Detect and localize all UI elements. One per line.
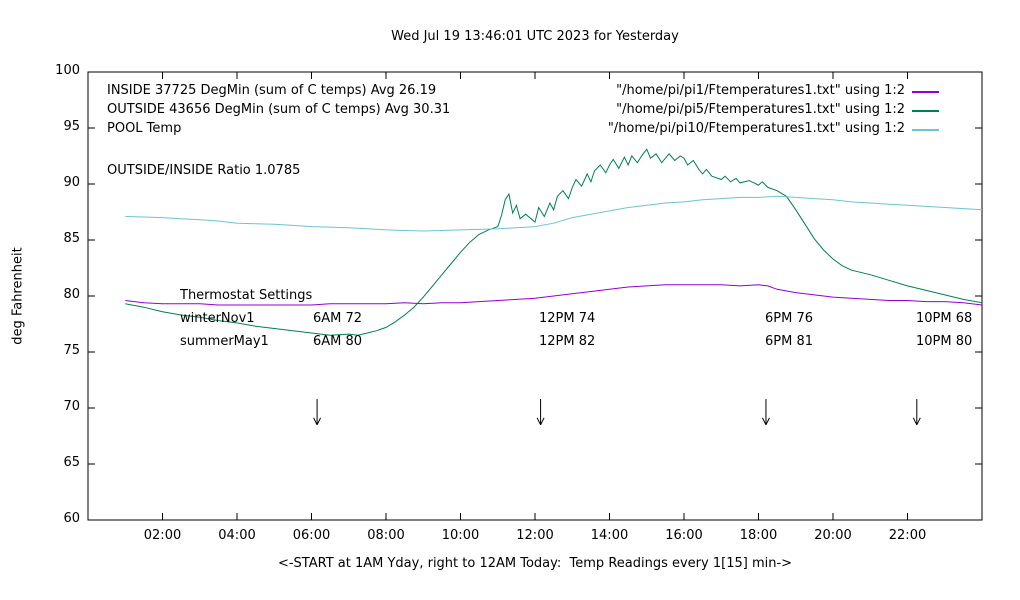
x-tick-label: 16:00 bbox=[665, 528, 703, 543]
legend-row: POOL Temp "/home/pi/pi10/Ftemperatures1.… bbox=[0, 121, 1020, 140]
legend-row: INSIDE 37725 DegMin (sum of C temps) Avg… bbox=[0, 83, 1020, 102]
legend-file-inside: "/home/pi/pi1/Ftemperatures1.txt" using … bbox=[616, 83, 905, 98]
x-tick-label: 18:00 bbox=[739, 528, 778, 543]
legend-file-pool: "/home/pi/pi10/Ftemperatures1.txt" using… bbox=[607, 121, 905, 136]
thermostat-setting: 6AM 72 bbox=[313, 311, 363, 326]
legend-line-sample-outside bbox=[912, 110, 939, 112]
y-tick-label: 80 bbox=[63, 287, 80, 302]
thermostat-settings-title: Thermostat Settings bbox=[180, 288, 313, 303]
thermostat-setting: 6PM 76 bbox=[765, 311, 814, 326]
y-tick-label: 95 bbox=[63, 119, 80, 134]
down-arrow-icon bbox=[313, 417, 318, 426]
legend-label-outside: OUTSIDE 43656 DegMin (sum of C temps) Av… bbox=[107, 102, 451, 117]
down-arrow-icon bbox=[540, 417, 545, 426]
y-tick-label: 65 bbox=[63, 455, 80, 470]
y-tick-label: 75 bbox=[63, 343, 80, 358]
series-line-inside bbox=[125, 284, 983, 306]
y-tick-label: 60 bbox=[63, 511, 80, 526]
thermostat-setting: 12PM 82 bbox=[539, 334, 596, 349]
chart-title: Wed Jul 19 13:46:01 UTC 2023 for Yesterd… bbox=[391, 29, 679, 44]
x-tick-label: 20:00 bbox=[814, 528, 852, 543]
legend-label-pool: POOL Temp bbox=[107, 121, 182, 136]
legend-file-outside: "/home/pi/pi5/Ftemperatures1.txt" using … bbox=[616, 102, 905, 117]
series-line-outside bbox=[125, 148, 983, 336]
x-tick-label: 06:00 bbox=[292, 528, 331, 543]
legend-label-inside: INSIDE 37725 DegMin (sum of C temps) Avg… bbox=[107, 83, 437, 98]
legend-line-sample-pool bbox=[912, 129, 939, 131]
x-tick-label: 08:00 bbox=[367, 528, 405, 543]
legend-line-sample-inside bbox=[912, 91, 939, 93]
x-tick-label: 10:00 bbox=[441, 528, 480, 543]
thermostat-setting: 10PM 80 bbox=[916, 334, 973, 349]
x-tick-label: 22:00 bbox=[888, 528, 927, 543]
down-arrow-icon bbox=[916, 417, 921, 426]
down-arrow-icon bbox=[765, 417, 770, 426]
thermostat-setting: 6AM 80 bbox=[313, 334, 363, 349]
thermostat-row-name: winterNov1 bbox=[180, 311, 255, 326]
y-tick-label: 70 bbox=[63, 399, 80, 414]
x-tick-label: 04:00 bbox=[218, 528, 256, 543]
thermostat-row-name: summerMay1 bbox=[180, 334, 269, 349]
x-tick-label: 02:00 bbox=[143, 528, 182, 543]
y-tick-label: 85 bbox=[63, 231, 80, 246]
x-axis-label: <-START at 1AM Yday, right to 12AM Today… bbox=[277, 556, 793, 571]
thermostat-setting: 10PM 68 bbox=[916, 311, 973, 326]
y-tick-label: 90 bbox=[63, 175, 80, 190]
down-arrow-icon bbox=[762, 417, 767, 426]
down-arrow-icon bbox=[912, 417, 918, 426]
down-arrow-icon bbox=[316, 417, 322, 426]
y-tick-label: 100 bbox=[55, 63, 80, 78]
x-tick-label: 14:00 bbox=[590, 528, 629, 543]
series-line-pool-temp bbox=[125, 195, 983, 232]
thermostat-setting: 12PM 74 bbox=[539, 311, 596, 326]
x-tick-label: 12:00 bbox=[516, 528, 554, 543]
legend-row: OUTSIDE 43656 DegMin (sum of C temps) Av… bbox=[0, 102, 1020, 121]
thermostat-setting: 6PM 81 bbox=[765, 334, 814, 349]
outside-inside-ratio-label: OUTSIDE/INSIDE Ratio 1.0785 bbox=[107, 163, 301, 178]
down-arrow-icon bbox=[536, 417, 542, 426]
y-axis-label: deg Fahrenheit bbox=[10, 247, 26, 345]
